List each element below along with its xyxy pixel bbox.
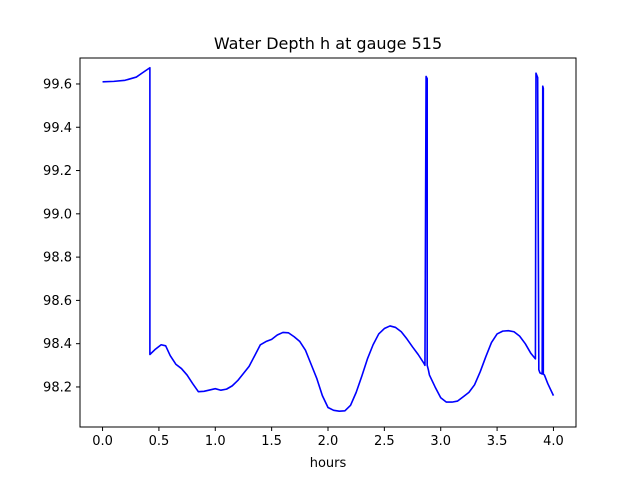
series-group: [102, 66, 555, 413]
y-tick-label: 98.2: [43, 380, 72, 395]
x-tick-label: 3.5: [487, 434, 508, 449]
x-tick-label: 2.0: [318, 434, 339, 449]
y-tick-label: 99.4: [43, 121, 72, 136]
series-line: [102, 66, 555, 413]
y-tick-label: 98.6: [43, 294, 72, 309]
y-axis: 98.2 98.4 98.6 98.8 99.0 99.2 99.4 99.6: [43, 77, 80, 395]
x-axis-label: hours: [310, 456, 347, 471]
y-tick-label: 98.4: [43, 337, 72, 352]
chart-title: Water Depth h at gauge 515: [214, 34, 442, 53]
y-tick-label: 98.8: [43, 251, 72, 266]
x-tick-label: 1.5: [261, 434, 282, 449]
x-axis: 0.0 0.5 1.0 1.5 2.0 2.5 3.0 3.5 4.0: [92, 427, 564, 449]
x-tick-label: 0.0: [92, 434, 113, 449]
x-tick-label: 2.5: [374, 434, 395, 449]
x-tick-label: 0.5: [149, 434, 170, 449]
y-tick-label: 99.6: [43, 77, 72, 92]
y-tick-label: 99.0: [43, 207, 72, 222]
x-tick-label: 1.0: [205, 434, 226, 449]
x-tick-label: 4.0: [543, 434, 564, 449]
x-tick-label: 3.0: [430, 434, 451, 449]
y-tick-label: 99.2: [43, 164, 72, 179]
